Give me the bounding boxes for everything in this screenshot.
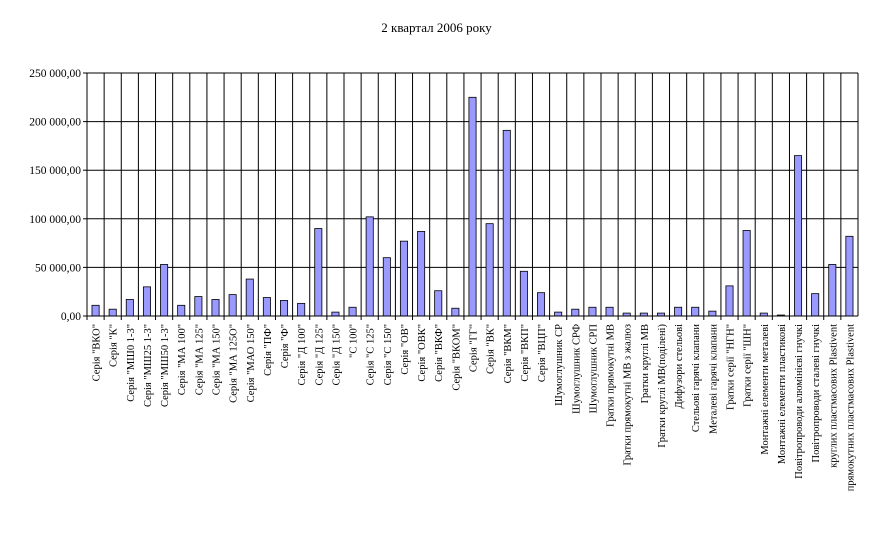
bar	[142, 286, 151, 317]
category-label: Серія "С 125"	[366, 324, 377, 385]
category-label: Дифузори стельові	[674, 324, 685, 409]
category-label: Серія "ВКОМ"	[451, 324, 462, 391]
category-label: "С 100"	[349, 324, 360, 358]
bar	[108, 308, 117, 317]
y-tick-label: 200 000,00	[29, 117, 81, 129]
y-tick-label: 250 000,00	[29, 68, 81, 80]
category-label: Гратки серії "НГН"	[726, 324, 737, 410]
bar	[245, 278, 254, 317]
bar	[382, 257, 391, 317]
axes	[83, 72, 858, 317]
bar	[125, 299, 134, 317]
category-label: Шумоглушник СР	[554, 324, 565, 406]
category-label: Гратки круглі МВ	[640, 324, 651, 403]
bar	[674, 306, 683, 317]
category-label: Серія "К"	[109, 324, 120, 367]
category-label: Серія "ГГ"	[469, 324, 480, 372]
bar	[485, 223, 494, 317]
category-label: прямокутних пластмасових Plastivent	[845, 324, 856, 491]
bar	[845, 235, 854, 317]
category-label: Серія "Д 150"	[331, 324, 342, 386]
bar	[160, 264, 169, 317]
category-label: Серія "ОВК"	[417, 324, 428, 382]
bar	[571, 308, 580, 317]
y-tick-label: 50 000,00	[35, 262, 81, 274]
bar	[451, 307, 460, 317]
bar	[725, 285, 734, 317]
category-label: Монтажні елементи пластикові	[777, 324, 788, 464]
category-label: Серія "ОВ"	[400, 324, 411, 375]
category-label: Серія "ВКО"	[92, 324, 103, 381]
category-label: Повітропроводи алюмінієві гнучкі	[794, 324, 805, 479]
y-tick-label: 0,00	[61, 311, 81, 323]
category-label: Серія "ВЦП"	[537, 324, 548, 382]
category-label: Серія "Д 100"	[297, 324, 308, 386]
chart-title: 2 квартал 2006 року	[381, 20, 492, 35]
bar	[91, 304, 100, 317]
bar	[177, 304, 186, 317]
bar	[742, 230, 751, 317]
category-label: Серія "ВК"	[486, 324, 497, 374]
category-label: Серія "МШ50 1-3"	[160, 324, 171, 407]
category-label: Серія "МАО 150"	[246, 324, 257, 402]
bar	[434, 290, 443, 317]
bar	[280, 300, 289, 317]
category-label: Серія "МА 125"	[194, 324, 205, 395]
y-tick-labels: 0,00 50 000,00 100 000,00 150 000,00 200 000…	[29, 68, 81, 323]
bar	[708, 310, 717, 317]
bar	[588, 306, 597, 317]
category-label: Шумоглушник СРФ	[571, 324, 582, 414]
category-labels: Серія "ВКО" Серія "К" Серія "МШ0 1-3" Серія…	[92, 324, 857, 492]
bar	[399, 240, 408, 317]
y-tick-label: 100 000,00	[29, 214, 81, 226]
bar	[365, 216, 374, 317]
bar	[537, 292, 546, 317]
category-label: Серія "МА 125О"	[229, 324, 240, 403]
y-tick-label: 150 000,00	[29, 165, 81, 177]
bar	[605, 306, 614, 317]
category-label: Серія "С 150"	[383, 324, 394, 385]
bars	[91, 96, 854, 317]
category-label: Серія "МА 100"	[177, 324, 188, 395]
bar	[519, 270, 528, 317]
bar	[314, 228, 323, 317]
category-label: Металеві гарячі клапани	[708, 324, 719, 434]
category-label: Стельові гарячі клапани	[691, 324, 702, 433]
category-label: Шумоглушник СРП	[588, 324, 599, 414]
bar	[211, 299, 220, 317]
category-label: Серія "Д 125"	[314, 324, 325, 386]
category-label: Монтажні елементи металеві	[760, 324, 771, 455]
category-label: Гратки прямокутні МВ	[606, 324, 617, 427]
category-label: Серія "МШ25 1-3"	[143, 324, 154, 407]
category-label: Гратки круглі МВ(поділені)	[657, 324, 668, 448]
bar	[468, 96, 477, 317]
bar	[811, 293, 820, 317]
bar	[554, 311, 563, 317]
bar	[794, 155, 803, 317]
bar	[828, 264, 837, 317]
category-label: Серія "ВКФ"	[434, 324, 445, 382]
bar	[297, 302, 306, 317]
bar	[331, 311, 340, 317]
category-label: Серія "ПФ"	[263, 324, 274, 376]
category-label: Серія "МА 150"	[212, 324, 223, 395]
bar	[194, 296, 203, 317]
category-label: Серія "ВКП"	[520, 324, 531, 382]
bar	[262, 297, 271, 317]
category-label: Серія "Ф"	[280, 324, 291, 368]
bar	[691, 306, 700, 317]
category-label: Гратки серії "ШН"	[743, 324, 754, 407]
bar	[502, 129, 511, 317]
category-label: круглих пластмасових Plastivent	[828, 324, 839, 468]
bar	[417, 231, 426, 317]
bar	[228, 294, 237, 317]
category-label: Гратки прямокутні МВ з жалюз	[623, 324, 634, 466]
category-label: Серія "ВКМ"	[503, 324, 514, 383]
bar	[348, 306, 357, 317]
category-label: Серія "МШ0 1-3"	[126, 324, 137, 402]
category-label: Повітропроводи сталеві гнучкі	[811, 324, 822, 463]
